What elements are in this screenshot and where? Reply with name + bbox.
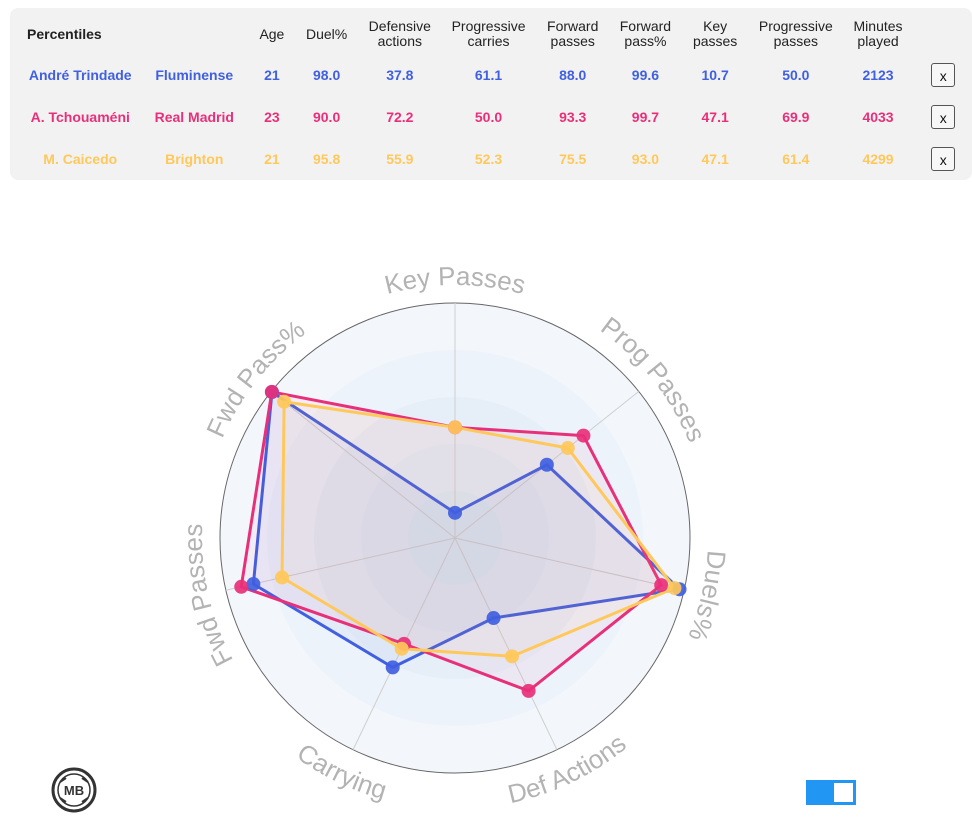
cell-duel: 95.8 [312, 151, 341, 167]
cell-pcarry: 52.3 [474, 151, 503, 167]
radar-point [275, 570, 290, 585]
cell-fwd: 88.0 [559, 67, 587, 83]
player-name: M. Caicedo [43, 151, 118, 167]
cell-def: 37.8 [386, 67, 414, 83]
remove-player-button[interactable]: x [931, 147, 956, 171]
radar-point [504, 649, 519, 664]
radar-point [448, 420, 462, 435]
cell-min: 4033 [862, 109, 894, 125]
cell-duel: 90.0 [312, 109, 341, 125]
cell-age: 21 [264, 67, 280, 83]
cell-fwd: 93.3 [559, 109, 587, 125]
radar-point [264, 384, 279, 399]
radar-point [394, 641, 409, 656]
player-name: A. Tchouaméni [30, 109, 130, 125]
header-pcarry: Progressive carries [451, 18, 526, 49]
header-duel: Duel% [305, 25, 348, 42]
cell-key: 47.1 [701, 151, 729, 167]
header-age: Age [259, 25, 285, 42]
radar-series-3 [280, 400, 676, 658]
radar-point [539, 457, 554, 472]
svg-text:MB: MB [64, 783, 84, 798]
view-toggle[interactable] [806, 780, 856, 805]
radar-spoke [454, 537, 558, 750]
radar-series-1 [251, 390, 682, 669]
radar-point [486, 611, 501, 626]
percentiles-table: Percentiles Age Duel% Defensive actions Pro… [10, 14, 972, 180]
club-name: Real Madrid [154, 109, 234, 125]
header-ppass: Progressive passes [758, 18, 833, 49]
cell-def: 72.2 [386, 109, 414, 125]
radar-point [654, 578, 669, 593]
cell-min: 2123 [862, 67, 894, 83]
radar-axis-label: Key Passes [381, 261, 528, 300]
cell-fwd: 75.5 [559, 151, 587, 167]
cell-duel: 98.0 [312, 67, 341, 83]
cell-age: 21 [264, 151, 280, 167]
radar-axis-label: Duels% [682, 549, 731, 645]
remove-player-button[interactable]: x [931, 63, 956, 87]
toggle-knob [834, 783, 853, 802]
cell-ppass: 69.9 [782, 109, 810, 125]
remove-player-button[interactable]: x [931, 105, 956, 129]
cell-ppass: 50.0 [782, 67, 810, 83]
mb-logo: MB [51, 767, 97, 813]
table-body: André Trindade Fluminense 21 98.0 37.8 61.1 88… [10, 54, 972, 180]
player-name: André Trindade [28, 67, 132, 83]
table-header-row: Percentiles Age Duel% Defensive actions Pro… [10, 14, 972, 54]
radar-point [448, 505, 462, 520]
radar-point [277, 394, 292, 409]
header-fwdpct: Forward pass% [619, 18, 672, 49]
cell-min: 4299 [862, 151, 894, 167]
cell-ppass: 61.4 [782, 151, 810, 167]
cell-key: 10.7 [701, 67, 729, 83]
table-row: M. Caicedo Brighton 21 95.8 55.9 52.3 75.5 93.0… [10, 138, 972, 180]
cell-age: 23 [264, 109, 280, 125]
radar-point [521, 683, 536, 698]
club-name: Fluminense [155, 67, 234, 83]
radar-point [246, 577, 261, 592]
cell-def: 55.9 [386, 151, 414, 167]
radar-point [234, 579, 249, 594]
cell-fwdpct: 99.7 [631, 109, 660, 125]
remove-cell: x [914, 138, 972, 180]
header-key: Key passes [692, 18, 738, 49]
cell-pcarry: 50.0 [474, 109, 503, 125]
cell-fwdpct: 93.0 [631, 151, 660, 167]
header-fwd: Forward passes [547, 18, 599, 49]
radar-point [560, 441, 575, 456]
header-remove [914, 14, 972, 54]
radar-spoke [270, 391, 456, 539]
table-row: André Trindade Fluminense 21 98.0 37.8 61.1 88… [10, 54, 972, 96]
cell-fwdpct: 99.6 [631, 67, 660, 83]
header-min: Minutes played [853, 18, 903, 49]
percentiles-table-card: Percentiles Age Duel% Defensive actions Pro… [10, 8, 972, 180]
remove-cell: x [914, 96, 972, 138]
radar-point [576, 428, 591, 443]
remove-cell: x [914, 54, 972, 96]
radar-point [385, 660, 400, 675]
cell-key: 47.1 [701, 109, 729, 125]
club-header [140, 14, 248, 54]
radar-spoke [225, 537, 456, 591]
header-def: Defensive actions [368, 18, 431, 49]
club-name: Brighton [165, 151, 224, 167]
radar-point [667, 581, 682, 596]
percentiles-title: Percentiles [27, 25, 102, 42]
cell-pcarry: 61.1 [474, 67, 503, 83]
table-row: A. Tchouaméni Real Madrid 23 90.0 72.2 50.0 93… [10, 96, 972, 138]
radar-spoke [454, 537, 685, 591]
